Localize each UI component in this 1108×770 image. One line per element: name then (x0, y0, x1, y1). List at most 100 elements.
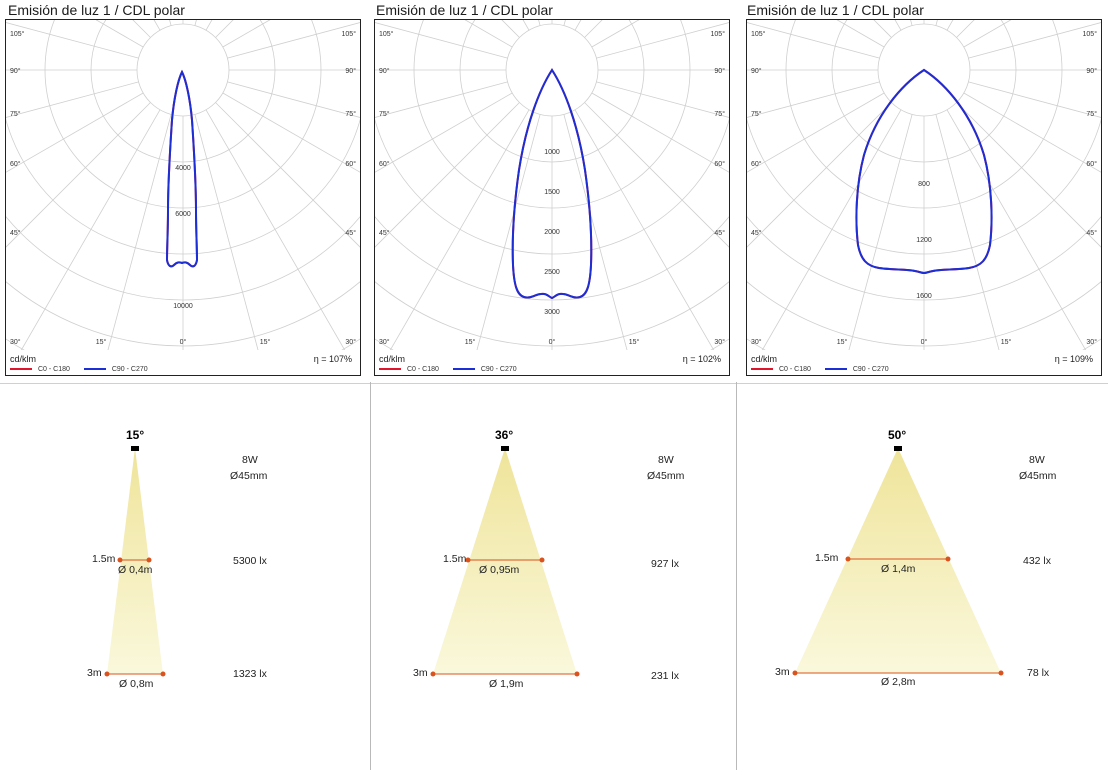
angle-label: 45° (379, 229, 390, 237)
angle-label: 45° (714, 229, 725, 237)
legend: C0 - C180 C90 - C270 (10, 366, 160, 373)
radial-label: 3000 (544, 309, 560, 316)
polar-curves (855, 68, 993, 275)
angle-label: 30° (345, 338, 356, 346)
legend: C0 - C180 C90 - C270 (379, 366, 529, 373)
angle-label: 45° (345, 229, 356, 237)
beam-diagram-3: 50° 8W Ø45mm 1.5m Ø 1,4m 432 lx 3m Ø 2,8… (737, 384, 1097, 770)
angle-label: 60° (345, 160, 356, 168)
polar-grid: 105° 105° 90° 90° 75° 75° 60° 60° 45° 45° 30° 30° 15… (6, 20, 360, 350)
angle-label: 15° (465, 338, 476, 346)
grid-spoke (963, 92, 1101, 173)
beam-diagram-1: 15° 8W Ø45mm 1.5m Ø 0,4m 5300 lx 3m Ø 0,… (0, 384, 360, 770)
grid-spoke (6, 22, 139, 59)
unit-label: cd/klm (751, 354, 778, 364)
angle-label: 75° (10, 110, 21, 118)
width-label-2: Ø 0,8m (119, 678, 154, 690)
marker-dot (430, 671, 436, 677)
grid-spoke (205, 109, 346, 350)
grid-spoke (591, 92, 729, 173)
lamp-icon (131, 446, 139, 451)
polar-curves (511, 68, 593, 300)
marker-dot (574, 671, 580, 677)
angle-label: 60° (379, 160, 390, 168)
c0-c180-curve (855, 68, 993, 275)
lux-label-1: 927 lx (651, 558, 680, 570)
legend-item-c0: C0 - C180 (10, 366, 70, 373)
angle-label: 0° (549, 338, 556, 346)
c90-c270-curve (855, 68, 993, 275)
efficiency-label: η = 109% (1054, 354, 1093, 364)
lamp-icon (894, 446, 902, 451)
lux-label-2: 78 lx (1027, 667, 1050, 679)
grid-spoke (596, 22, 729, 59)
beam-angle-label: 15° (126, 428, 145, 442)
grid-spoke (222, 92, 360, 173)
grid-spoke (574, 109, 715, 350)
diameter-label: Ø45mm (647, 470, 685, 482)
angle-label: 15° (96, 338, 107, 346)
radial-label: 10000 (173, 303, 193, 310)
grid-spoke (848, 114, 913, 350)
polar-grid-lines (375, 20, 729, 350)
angle-label: 0° (180, 338, 187, 346)
radial-label: 800 (918, 181, 930, 188)
beam-cone (104, 446, 166, 677)
polar-grid: 105° 105° 90° 90° 75° 75° 60° 60° 45° 45° 30° 30° 15… (747, 20, 1101, 350)
angle-label: 90° (10, 67, 21, 75)
lux-label-2: 1323 lx (233, 668, 267, 680)
grid-spoke (563, 114, 628, 350)
grid-spoke (747, 102, 892, 248)
angle-label: 15° (837, 338, 848, 346)
legend-item-c90: C90 - C270 (824, 366, 889, 373)
width-label-1: Ø 0,4m (118, 564, 153, 576)
grid-spoke (375, 22, 508, 59)
lux-label-1: 5300 lx (233, 555, 267, 567)
marker-dot (539, 557, 545, 563)
column-divider-1 (370, 382, 371, 770)
grid-spoke (389, 109, 530, 350)
grid-spoke (227, 22, 360, 59)
angle-label: 30° (10, 338, 21, 346)
light-cone (795, 448, 1001, 673)
angle-label: 105° (1083, 30, 1098, 38)
grid-spoke (227, 81, 360, 118)
angle-label: 90° (345, 67, 356, 75)
grid-spoke (747, 81, 880, 118)
polar-chart: 105° 105° 90° 90° 75° 75° 60° 60° 45° 45° 30° 30° 15… (746, 19, 1102, 376)
c0-c180-curve (165, 69, 199, 268)
angle-label: 30° (379, 338, 390, 346)
polar-grid-lines (6, 20, 360, 350)
angle-label: 30° (751, 338, 762, 346)
grid-spoke (476, 114, 541, 350)
legend-item-c90: C90 - C270 (452, 366, 517, 373)
radial-label: 6000 (175, 211, 191, 218)
power-label: 8W (1029, 454, 1045, 466)
panel-title: Emisión de luz 1 / CDL polar (8, 2, 185, 18)
distance-label-2: 3m (87, 667, 102, 679)
grid-spoke (761, 109, 902, 350)
lux-label-2: 231 lx (651, 670, 680, 682)
power-label: 8W (658, 454, 674, 466)
grid-spoke (107, 114, 172, 350)
distance-label-1: 1.5m (443, 553, 467, 565)
radial-label: 2500 (544, 269, 560, 276)
beam-cone (792, 446, 1004, 676)
angle-label: 105° (10, 30, 25, 38)
diameter-label: Ø45mm (1019, 470, 1057, 482)
width-label-2: Ø 2,8m (881, 676, 916, 688)
marker-dot (998, 670, 1004, 676)
marker-dot (792, 670, 798, 676)
legend-item-c90: C90 - C270 (83, 366, 148, 373)
angle-label: 90° (714, 67, 725, 75)
distance-label-2: 3m (775, 666, 790, 678)
width-label-1: Ø 0,95m (479, 564, 520, 576)
legend: C0 - C180 C90 - C270 (751, 366, 901, 373)
grid-spoke (747, 22, 880, 59)
unit-label: cd/klm (10, 354, 37, 364)
angle-label: 45° (1086, 229, 1097, 237)
grid-spoke (747, 92, 885, 173)
angle-label: 75° (379, 110, 390, 118)
grid-spoke (6, 81, 139, 118)
angle-label: 15° (1001, 338, 1012, 346)
